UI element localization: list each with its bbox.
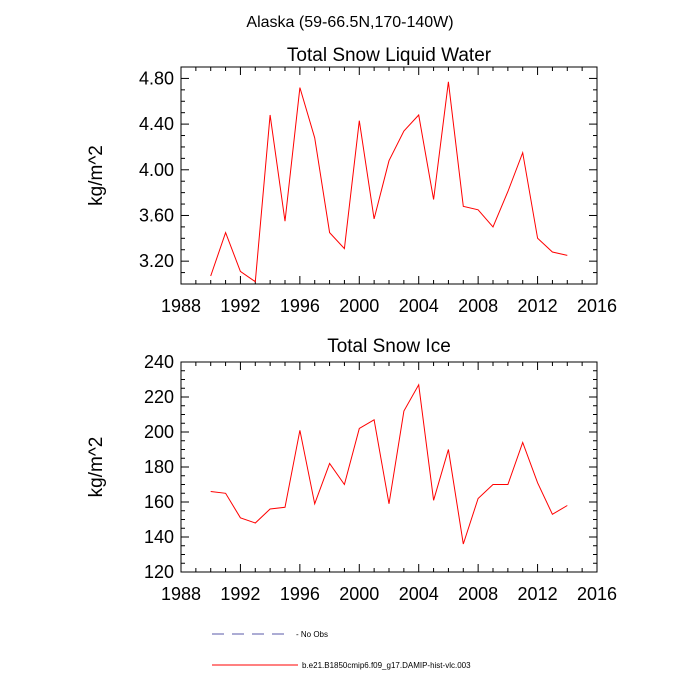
legend-label: - No Obs <box>296 630 328 639</box>
legend: - No Obs b.e21.B1850cmip6.f09_g17.DAMIP-h… <box>212 630 471 670</box>
x-tick-label: 2004 <box>399 584 439 604</box>
x-tick-label: 2000 <box>339 296 379 316</box>
chart-panel-2: Total Snow Ice 1988 1992 1996 2000 2004 2008 20… <box>86 336 617 604</box>
y-tick-label: 140 <box>144 527 174 547</box>
x-tick-label: 1992 <box>220 296 260 316</box>
y-tick-label: 3.60 <box>139 205 174 225</box>
x-tick-label: 2000 <box>339 584 379 604</box>
x-tick-label: 2004 <box>399 296 439 316</box>
x-tick-label: 2008 <box>458 296 498 316</box>
chart-title: Total Snow Ice <box>327 336 451 357</box>
y-tick-label: 180 <box>144 457 174 477</box>
x-tick-label: 2016 <box>577 296 617 316</box>
legend-label: b.e21.B1850cmip6.f09_g17.DAMIP-hist-vlc.… <box>302 661 471 670</box>
y-tick-label: 200 <box>144 422 174 442</box>
plot-frame <box>180 66 598 285</box>
y-tick-label: 3.20 <box>139 251 174 271</box>
chart-title: Total Snow Liquid Water <box>287 45 492 66</box>
x-tick-label: 1992 <box>220 584 260 604</box>
y-axis-label: kg/m^2 <box>86 145 107 206</box>
y-tick-label: 220 <box>144 387 174 407</box>
series-line <box>210 81 568 283</box>
series-line <box>210 383 568 545</box>
x-tick-label: 1996 <box>280 584 320 604</box>
x-tick-label: 2016 <box>577 584 617 604</box>
y-tick-label: 4.80 <box>139 68 174 88</box>
y-tick-label: 160 <box>144 492 174 512</box>
y-axis-label: kg/m^2 <box>86 437 107 498</box>
x-tick-label: 2012 <box>518 584 558 604</box>
x-tick-label: 2012 <box>518 296 558 316</box>
x-tick-label: 1996 <box>280 296 320 316</box>
y-tick-label: 120 <box>144 562 174 582</box>
y-tick-label: 240 <box>144 352 174 372</box>
chart-panels: Total Snow Liquid Water 1988 1992 1996 2000 2… <box>86 45 617 604</box>
plot-frame <box>180 361 598 573</box>
x-tick-label: 1988 <box>161 296 201 316</box>
x-tick-label: 2008 <box>458 584 498 604</box>
figure-suptitle: Alaska (59-66.5N,170-140W) <box>246 14 453 31</box>
x-tick-label: 1988 <box>161 584 201 604</box>
y-tick-label: 4.40 <box>139 114 174 134</box>
chart-panel-1: Total Snow Liquid Water 1988 1992 1996 2000 2… <box>86 45 617 316</box>
y-tick-label: 4.00 <box>139 160 174 180</box>
